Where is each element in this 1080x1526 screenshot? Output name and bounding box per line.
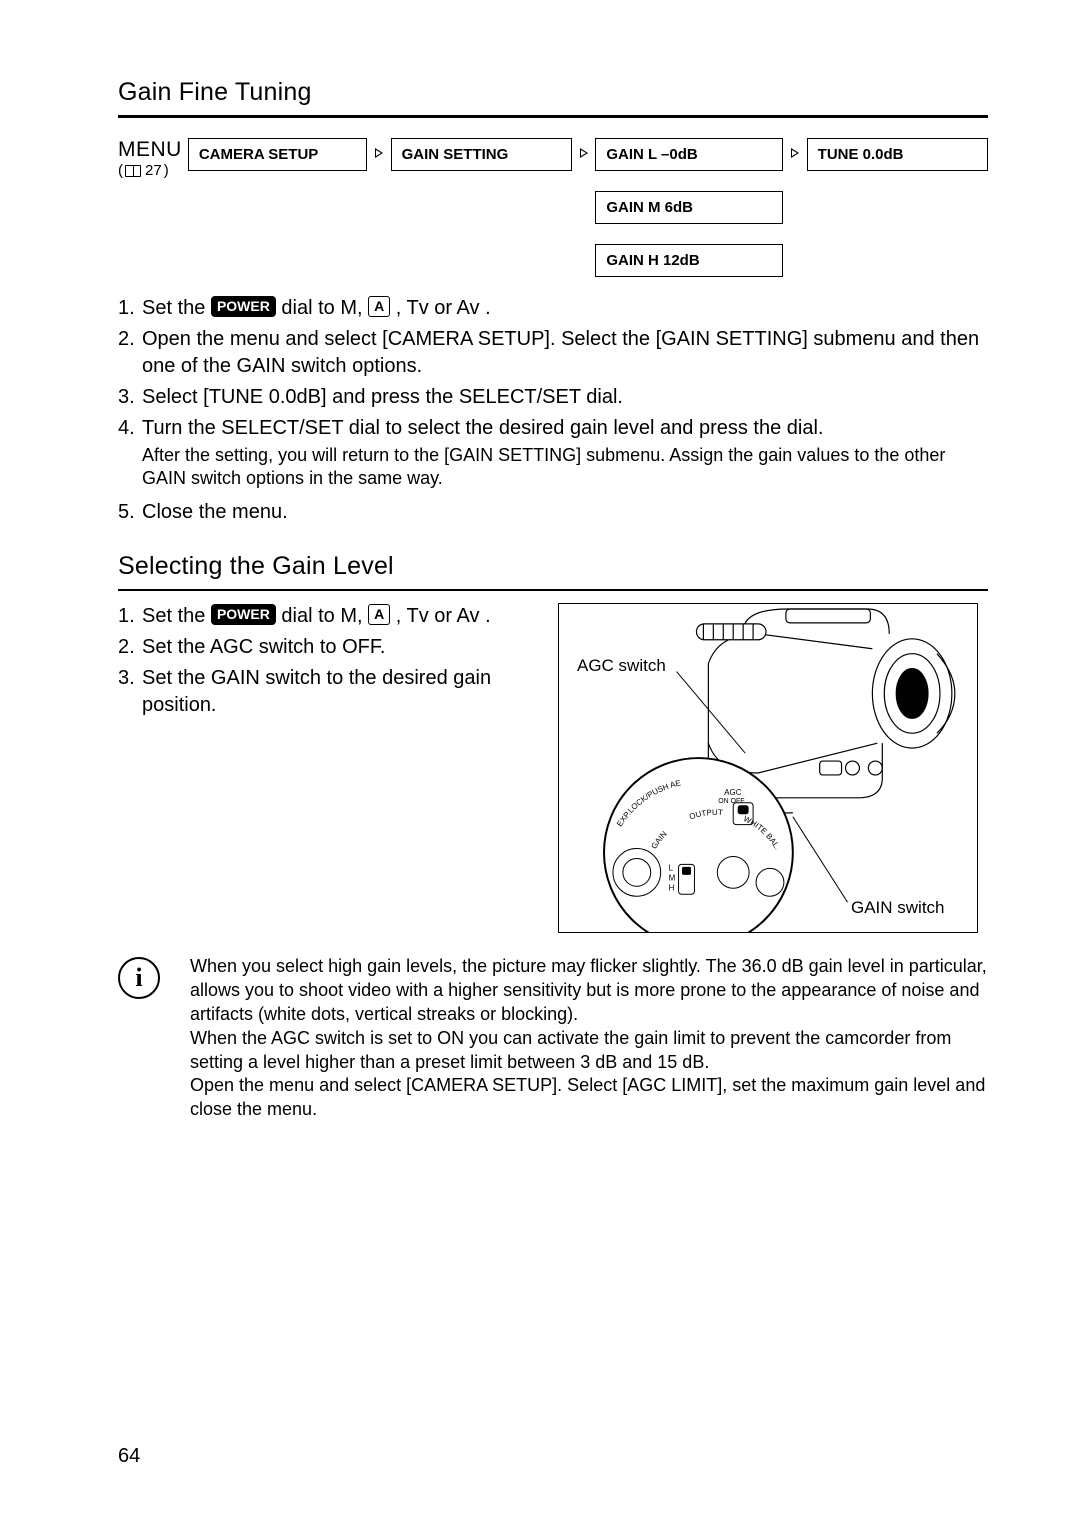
info-body: When you select high gain levels, the pi…	[190, 955, 988, 1123]
step-text-pre: Set the	[142, 605, 211, 627]
step-subtext: After the setting, you will return to th…	[142, 444, 988, 491]
menu-label: MENU ( 27)	[118, 138, 182, 179]
step-body: Set the GAIN switch to the desired gain …	[142, 665, 538, 719]
arrow-icon	[576, 138, 591, 168]
info-note: i When you select high gain levels, the …	[118, 955, 988, 1123]
arrow-icon	[787, 138, 802, 168]
menu-box-gain-m: GAIN M 6dB	[595, 191, 783, 224]
step-text-mid: dial to M,	[281, 297, 368, 319]
info-paragraph: Open the menu and select [CAMERA SETUP].…	[190, 1074, 988, 1122]
step: 1. Set the POWER dial to M, A , Tv or Av…	[118, 603, 538, 630]
step: 5. Close the menu.	[118, 499, 988, 526]
step: 3. Select [TUNE 0.0dB] and press the SEL…	[118, 384, 988, 411]
step-number: 3.	[118, 384, 142, 411]
step-body: Open the menu and select [CAMERA SETUP].…	[142, 326, 988, 380]
step-body: Turn the SELECT/SET dial to select the d…	[142, 415, 988, 495]
step-body: Set the POWER dial to M, A , Tv or Av .	[142, 295, 988, 322]
mode-a-box: A	[368, 296, 390, 317]
mode-a-box: A	[368, 604, 390, 625]
section-title: Selecting the Gain Level	[118, 552, 988, 581]
camera-illustration-column: EXP.LOCK/PUSH AE GAIN OUTPUT WHITE BAL.	[558, 603, 988, 933]
step: 1. Set the POWER dial to M, A , Tv or Av…	[118, 295, 988, 322]
power-pill: POWER	[211, 296, 276, 317]
menu-word: MENU	[118, 138, 182, 162]
step-number: 2.	[118, 634, 142, 661]
info-paragraph: When you select high gain levels, the pi…	[190, 955, 988, 1027]
camera-illustration-box: EXP.LOCK/PUSH AE GAIN OUTPUT WHITE BAL.	[558, 603, 978, 933]
info-paragraph: When the AGC switch is set to ON you can…	[190, 1027, 988, 1075]
menu-box-gain-h: GAIN H 12dB	[595, 244, 783, 277]
dial-label-h: H	[669, 883, 675, 892]
step: 2. Open the menu and select [CAMERA SETU…	[118, 326, 988, 380]
page-number: 64	[118, 1445, 140, 1468]
arrow-icon	[371, 138, 386, 168]
step-number: 2.	[118, 326, 142, 380]
step-number: 4.	[118, 415, 142, 495]
menu-box-tune: TUNE 0.0dB	[807, 138, 988, 171]
step-number: 1.	[118, 295, 142, 322]
step: 2. Set the AGC switch to OFF.	[118, 634, 538, 661]
step-text-post: , Tv or Av .	[396, 297, 491, 319]
section-gain-fine-tuning: Gain Fine Tuning MENU ( 27) CAMERA SETUP…	[118, 78, 988, 526]
dial-label-agc: AGC	[724, 788, 741, 797]
title-underline	[118, 115, 988, 118]
menu-page-ref: ( 27)	[118, 162, 169, 179]
dial-label-m: M	[669, 873, 676, 882]
step-body: Set the POWER dial to M, A , Tv or Av .	[142, 603, 538, 630]
step-number: 1.	[118, 603, 142, 630]
book-icon	[125, 165, 141, 177]
section-selecting-gain-level: Selecting the Gain Level 1. Set the POWE…	[118, 552, 988, 933]
step-body: Set the AGC switch to OFF.	[142, 634, 538, 661]
title-underline	[118, 589, 988, 591]
dial-label-l: L	[669, 863, 674, 872]
camcorder-illustration: EXP.LOCK/PUSH AE GAIN OUTPUT WHITE BAL.	[559, 604, 977, 932]
step-body: Select [TUNE 0.0dB] and press the SELECT…	[142, 384, 988, 411]
step-number: 3.	[118, 665, 142, 719]
menu-path-row: MENU ( 27) CAMERA SETUP GAIN SETTING GAI…	[118, 138, 988, 277]
dial-label-agc-onoff: ON OFF	[718, 798, 744, 805]
gain-switch-label: GAIN switch	[851, 898, 945, 918]
menu-box-camera-setup: CAMERA SETUP	[188, 138, 367, 171]
step: 4. Turn the SELECT/SET dial to select th…	[118, 415, 988, 495]
info-icon: i	[118, 957, 160, 999]
menu-box-gain-l: GAIN L –0dB	[595, 138, 783, 171]
step: 3. Set the GAIN switch to the desired ga…	[118, 665, 538, 719]
step-text-pre: Set the	[142, 297, 211, 319]
step-text-post: , Tv or Av .	[396, 605, 491, 627]
step-number: 5.	[118, 499, 142, 526]
section-title: Gain Fine Tuning	[118, 78, 988, 107]
step-text-mid: dial to M,	[281, 605, 368, 627]
menu-box-gain-setting: GAIN SETTING	[391, 138, 572, 171]
step-text: Turn the SELECT/SET dial to select the d…	[142, 417, 823, 439]
steps-list-1: 1. Set the POWER dial to M, A , Tv or Av…	[118, 295, 988, 526]
steps-list-2: 1. Set the POWER dial to M, A , Tv or Av…	[118, 603, 538, 933]
two-column-layout: 1. Set the POWER dial to M, A , Tv or Av…	[118, 603, 988, 933]
step-body: Close the menu.	[142, 499, 988, 526]
menu-column-gain-options: GAIN L –0dB GAIN M 6dB GAIN H 12dB	[595, 138, 783, 277]
menu-ref-page: 27	[145, 162, 162, 179]
power-pill: POWER	[211, 604, 276, 625]
manual-page: Gain Fine Tuning MENU ( 27) CAMERA SETUP…	[0, 0, 1080, 1526]
agc-switch-label: AGC switch	[577, 656, 666, 676]
